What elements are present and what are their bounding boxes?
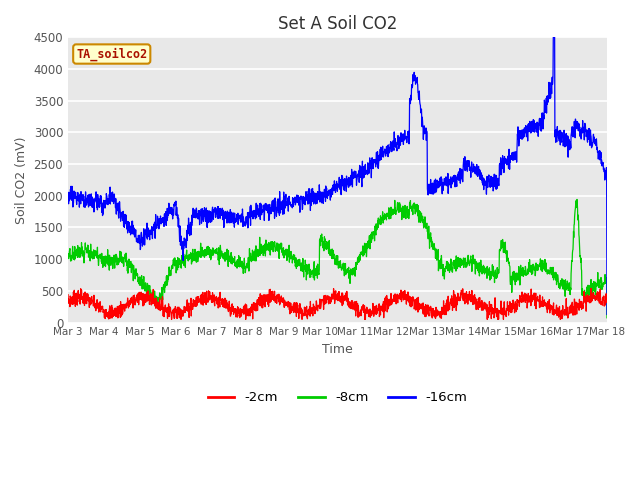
Text: TA_soilco2: TA_soilco2 [76, 48, 147, 61]
Y-axis label: Soil CO2 (mV): Soil CO2 (mV) [15, 136, 28, 224]
Title: Set A Soil CO2: Set A Soil CO2 [278, 15, 397, 33]
X-axis label: Time: Time [322, 343, 353, 356]
Legend: -2cm, -8cm, -16cm: -2cm, -8cm, -16cm [203, 386, 472, 410]
